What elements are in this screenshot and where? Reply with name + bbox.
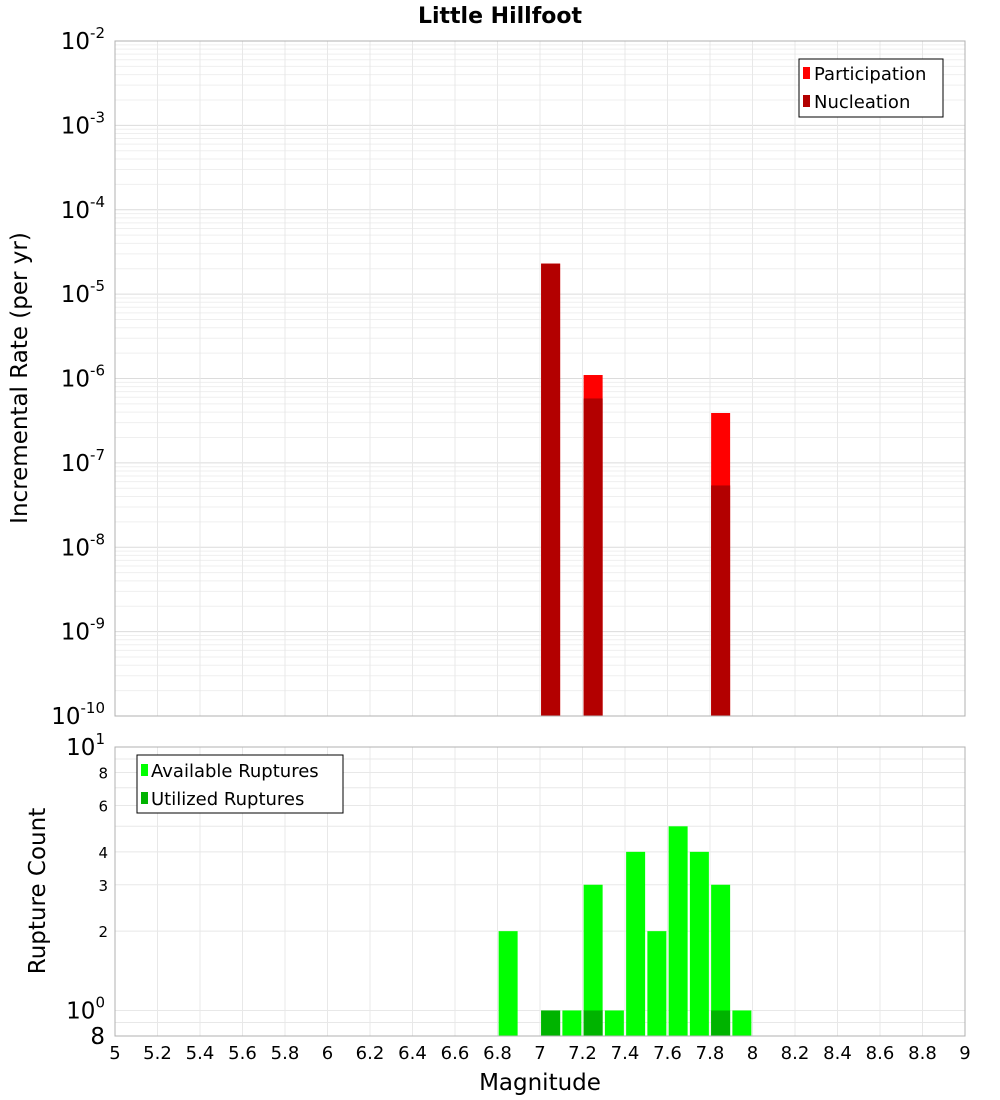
x-tick-label: 6.6 [441, 1043, 470, 1064]
bar-available-ruptures [626, 851, 646, 1036]
x-tick-label: 7.6 [653, 1043, 682, 1064]
top-y-tick-label: 10-9 [61, 615, 105, 646]
chart-title: Little Hillfoot [418, 4, 583, 29]
x-tick-label: 7.4 [611, 1043, 640, 1064]
bar-utilized-ruptures [541, 1010, 561, 1036]
x-tick-label: 5.6 [228, 1043, 257, 1064]
x-tick-label: 8.6 [866, 1043, 895, 1064]
x-tick-label: 8 [747, 1043, 758, 1064]
bottom-y-minor-tick-label: 3 [98, 877, 108, 895]
bar-nucleation [583, 398, 603, 716]
legend-label-nucleation: Nucleation [814, 92, 910, 113]
legend-label-participation: Participation [814, 64, 926, 85]
bottom-legend: Available Ruptures Utilized Ruptures [136, 754, 344, 814]
legend-swatch-nucleation [803, 95, 810, 107]
x-tick-label: 5.8 [271, 1043, 300, 1064]
top-y-tick-label: 10-8 [61, 530, 105, 561]
x-tick-label: 6.2 [356, 1043, 385, 1064]
top-y-tick-label: 10-4 [61, 193, 105, 224]
x-axis-label: Magnitude [479, 1070, 601, 1096]
top-legend: Participation Nucleation [798, 58, 944, 118]
bar-available-ruptures [689, 851, 709, 1036]
x-tick-label: 5.2 [143, 1043, 172, 1064]
top-plot-grid [114, 41, 966, 717]
bar-available-ruptures [562, 1010, 582, 1036]
legend-swatch-utilized [141, 792, 148, 804]
bottom-y-minor-tick-label: 4 [98, 844, 108, 862]
x-tick-label: 8.2 [781, 1043, 810, 1064]
bar-available-ruptures [732, 1010, 752, 1036]
bar-available-ruptures [498, 931, 518, 1036]
x-tick-label: 7 [534, 1043, 545, 1064]
bar-available-ruptures [604, 1010, 624, 1036]
bar-utilized-ruptures [583, 1010, 603, 1036]
x-tick-label: 6.8 [483, 1043, 512, 1064]
bottom-y-minor-tick-label: 2 [98, 923, 108, 941]
x-tick-label: 6.4 [398, 1043, 427, 1064]
x-tick-label: 5.4 [186, 1043, 215, 1064]
bar-available-ruptures [583, 884, 603, 1036]
x-tick-label: 7.2 [568, 1043, 597, 1064]
bottom-y-axis-label: Rupture Count [25, 808, 51, 974]
x-tick-labels: 5 5.2 5.4 5.6 5.8 6 6.2 6.4 6.6 6.8 7 7.2 7.4 7.6 7.8 8… [109, 1043, 970, 1064]
x-tick-label: 7.8 [696, 1043, 725, 1064]
bottom-y-tick-label: 8 [90, 1024, 105, 1050]
top-y-tick-label: 10-5 [61, 277, 105, 308]
bottom-y-minor-tick-label: 6 [98, 797, 108, 815]
bar-available-ruptures [668, 826, 688, 1036]
bar-utilized-ruptures [711, 1010, 731, 1036]
x-tick-label: 9 [959, 1043, 970, 1064]
x-tick-label: 6 [322, 1043, 333, 1064]
bottom-y-minor-tick-label: 8 [98, 765, 108, 783]
bottom-plot-frame [114, 746, 966, 1037]
top-y-tick-label: 10-10 [51, 699, 105, 730]
legend-label-available: Available Ruptures [151, 761, 319, 782]
bottom-legend-box [136, 754, 344, 814]
legend-label-utilized: Utilized Ruptures [151, 789, 304, 810]
bottom-y-tick-label: 100 [66, 993, 105, 1024]
top-plot-frame [114, 40, 966, 717]
top-plot-bars [541, 263, 731, 716]
bottom-y-tick-label: 101 [66, 730, 105, 761]
top-y-axis-label: Incremental Rate (per yr) [7, 232, 33, 524]
top-y-tick-label: 10-3 [61, 108, 105, 139]
x-tick-label: 8.4 [823, 1043, 852, 1064]
bar-available-ruptures [647, 931, 667, 1036]
top-legend-box [798, 58, 944, 118]
top-y-tick-labels: 10-2 10-3 10-4 10-5 10-6 10-7 10-8 10-9 10-10 [51, 24, 105, 730]
top-y-tick-label: 10-2 [61, 24, 105, 55]
top-y-tick-label: 10-7 [61, 446, 105, 477]
x-tick-label: 8.8 [908, 1043, 937, 1064]
x-tick-label: 5 [109, 1043, 120, 1064]
bar-available-ruptures [711, 884, 731, 1036]
bar-nucleation [711, 485, 731, 716]
legend-swatch-participation [803, 67, 810, 79]
legend-swatch-available [141, 764, 148, 776]
bottom-plot-bars [498, 826, 752, 1036]
top-y-tick-label: 10-6 [61, 362, 105, 393]
bar-nucleation [541, 263, 561, 716]
